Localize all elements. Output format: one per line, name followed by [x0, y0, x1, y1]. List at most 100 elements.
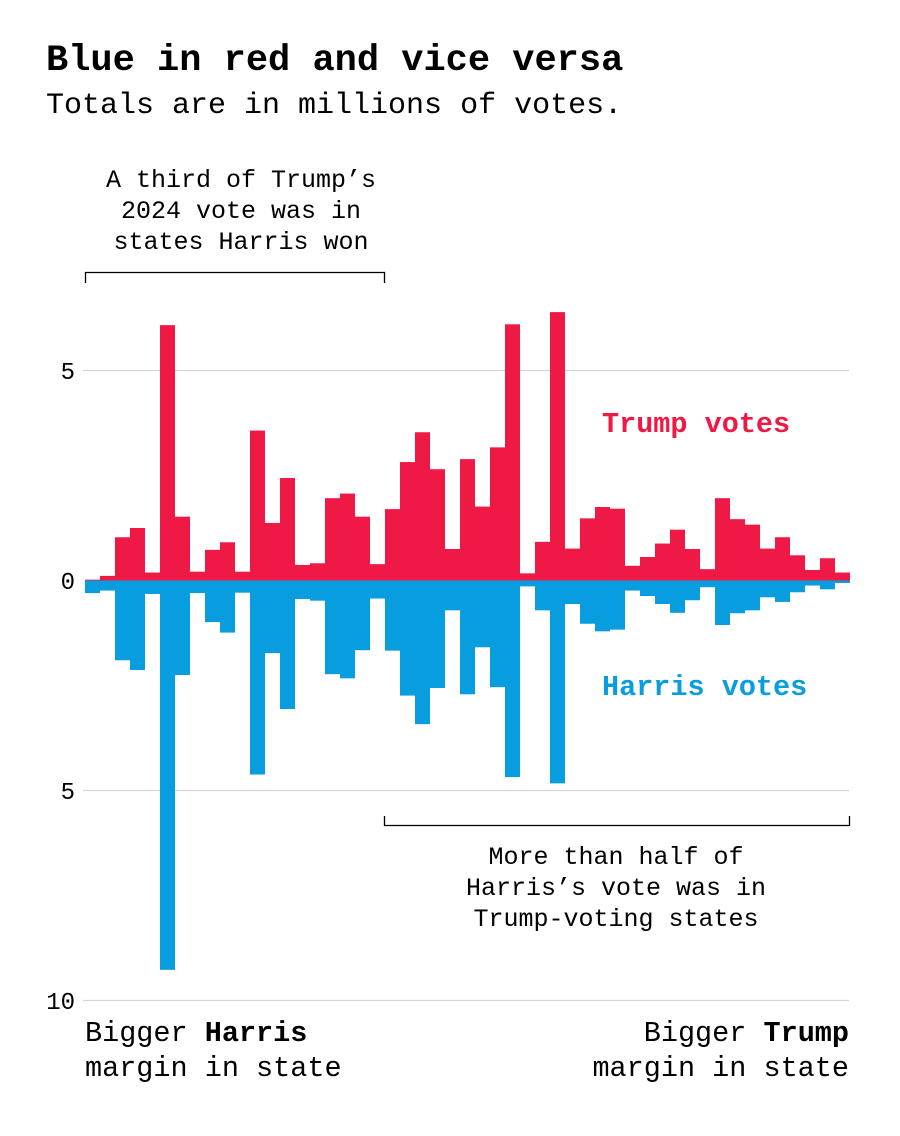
trump-bar	[490, 447, 505, 581]
harris-bar	[535, 580, 550, 611]
harris-bar	[760, 580, 775, 598]
trump-bar	[460, 459, 475, 581]
harris-bar	[475, 580, 490, 648]
trump-bar	[190, 571, 205, 581]
harris-bar	[655, 580, 670, 605]
harris-bar	[820, 580, 835, 590]
footer-left-prefix: Bigger	[85, 1017, 205, 1050]
trump-bar	[115, 537, 130, 581]
trump-bar	[715, 498, 730, 581]
harris-bar	[490, 580, 505, 688]
annotation-line: states Harris won	[113, 228, 368, 257]
trump-bar	[445, 549, 460, 581]
annotation-top: A third of Trump’s 2024 vote was in stat…	[84, 166, 386, 283]
harris-bar	[550, 580, 565, 784]
harris-bar	[595, 580, 610, 632]
harris-bars	[85, 580, 850, 970]
harris-bar	[445, 580, 460, 611]
series-label-harris: Harris votes	[602, 671, 807, 704]
trump-bar	[520, 573, 535, 581]
trump-bar	[595, 507, 610, 581]
trump-bar	[295, 564, 310, 581]
footer-right-prefix: Bigger	[644, 1017, 764, 1050]
annotation-bracket-bottom	[383, 816, 851, 827]
trump-bar	[370, 564, 385, 581]
trump-bar	[265, 522, 280, 581]
y-tick-label: 5	[61, 360, 75, 387]
trump-bar	[235, 571, 250, 581]
footer-left: Bigger Harris margin in state	[85, 1017, 342, 1085]
footer-right-line1: Bigger Trump	[644, 1017, 849, 1050]
harris-bar	[280, 580, 295, 710]
chart-subtitle: Totals are in millions of votes.	[46, 89, 622, 123]
harris-bar	[385, 580, 400, 651]
trump-bar	[625, 565, 640, 581]
harris-bar	[685, 580, 700, 601]
y-tick-label: 10	[46, 990, 75, 1017]
trump-bar	[310, 563, 325, 581]
trump-bar	[670, 529, 685, 581]
annotation-line: More than half of	[488, 843, 743, 872]
trump-bar	[355, 516, 370, 581]
harris-bar	[700, 580, 715, 588]
series-label-trump: Trump votes	[602, 408, 790, 441]
harris-bar	[745, 580, 760, 611]
harris-bar	[460, 580, 475, 695]
y-axis: 5 0 5 10	[46, 360, 75, 1017]
harris-bar	[295, 580, 310, 599]
trump-bar	[730, 519, 745, 581]
harris-bar	[580, 580, 595, 624]
harris-bar	[715, 580, 730, 626]
y-tick-label: 0	[61, 570, 75, 597]
trump-bar	[685, 549, 700, 581]
trump-bar	[475, 506, 490, 581]
harris-bar	[430, 580, 445, 689]
footer-left-line2: margin in state	[85, 1052, 342, 1085]
trump-bar	[280, 478, 295, 581]
trump-bar	[805, 570, 820, 581]
trump-bar	[100, 575, 115, 581]
trump-bar	[220, 542, 235, 581]
trump-bar	[835, 572, 850, 581]
trump-bar	[250, 430, 265, 581]
harris-bar	[190, 580, 205, 594]
harris-bar	[130, 580, 145, 670]
harris-bar	[805, 580, 820, 586]
harris-bar	[355, 580, 370, 651]
trump-bar	[85, 579, 100, 581]
trump-bars	[85, 312, 850, 581]
trump-bar	[145, 572, 160, 581]
harris-bar	[250, 580, 265, 775]
trump-bar	[565, 548, 580, 581]
harris-bar	[730, 580, 745, 614]
trump-bar	[655, 543, 670, 581]
trump-bar	[580, 518, 595, 581]
trump-bar	[160, 325, 175, 581]
harris-bar	[205, 580, 220, 623]
harris-bar	[370, 580, 385, 599]
harris-bar	[325, 580, 340, 675]
harris-bar	[790, 580, 805, 593]
trump-bar	[130, 528, 145, 581]
harris-bar	[265, 580, 280, 654]
chart-title: Blue in red and vice versa	[46, 40, 623, 82]
harris-bar	[610, 580, 625, 630]
gridlines	[83, 369, 849, 1002]
trump-bar	[385, 509, 400, 581]
trump-bar	[325, 498, 340, 581]
trump-bar	[550, 312, 565, 581]
harris-bar	[415, 580, 430, 725]
harris-bar	[400, 580, 415, 696]
trump-bar	[790, 555, 805, 581]
harris-bar	[115, 580, 130, 661]
trump-bar	[535, 541, 550, 581]
harris-bar	[220, 580, 235, 633]
trump-bar	[610, 508, 625, 581]
harris-bar	[625, 580, 640, 591]
annotation-line: 2024 vote was in	[121, 197, 361, 226]
footer-left-line1: Bigger Harris	[85, 1017, 307, 1050]
harris-bar	[100, 580, 115, 591]
trump-bar	[430, 469, 445, 581]
harris-bar	[235, 580, 250, 593]
